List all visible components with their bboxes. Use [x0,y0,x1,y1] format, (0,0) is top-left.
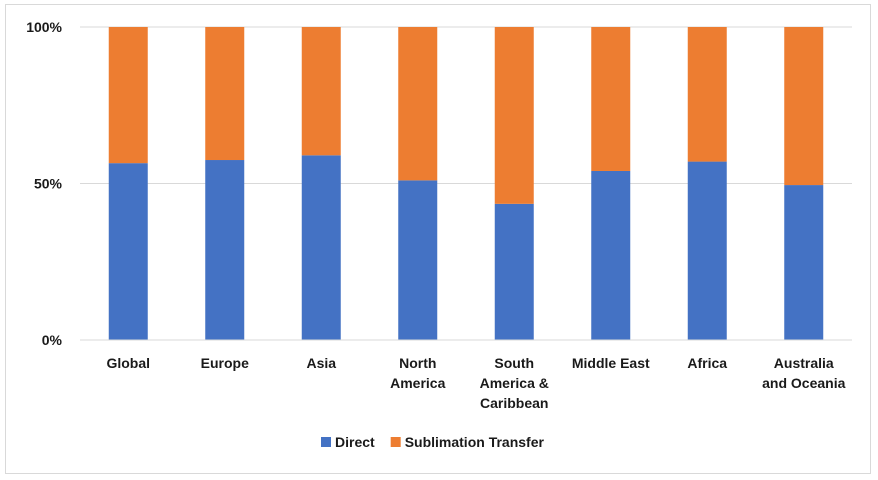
bar-direct [108,163,148,340]
bar-sublimation-transfer [205,27,245,161]
x-tick-label-line: Australia [774,355,834,371]
y-tick-label: 0% [42,332,63,348]
y-tick-label: 50% [34,176,63,192]
bar-direct [205,160,245,340]
bar-sublimation-transfer [494,27,534,204]
x-tick-label: Asia [306,355,336,371]
bar-sublimation-transfer [784,27,824,186]
y-tick-label: 100% [26,19,62,35]
bar-sublimation-transfer [301,27,341,156]
bar-direct [687,161,727,340]
legend-swatch-direct [321,437,331,447]
x-tick-label: Australia and Oceania [762,355,845,391]
x-tick-label-line: Global [106,355,150,371]
legend-label-sublimation-transfer: Sublimation Transfer [405,434,545,450]
x-tick-label-line: Europe [201,355,249,371]
bar-sublimation-transfer [398,27,438,181]
bar-direct [784,185,824,340]
bar-sublimation-transfer [591,27,631,171]
x-tick-label: North America [390,355,445,391]
x-tick-label-line: Africa [687,355,727,371]
bar-direct [301,155,341,340]
x-tick-label-line: South [494,355,534,371]
x-tick-label: Global [106,355,150,371]
bar-direct [591,170,631,340]
x-tick-label-line: North [399,355,436,371]
bar-sublimation-transfer [687,27,727,162]
x-tick-label-line: Middle East [572,355,650,371]
x-tick-label-line: Asia [306,355,336,371]
x-tick-label: Europe [201,355,249,371]
x-tick-label-line: America [390,375,445,391]
x-tick-label: Middle East [572,355,650,371]
x-tick-label-line: Caribbean [480,395,548,411]
bar-sublimation-transfer [108,27,148,164]
x-tick-label-line: America & [480,375,549,391]
legend-swatch-sublimation-transfer [390,437,401,447]
x-tick-label-line: and Oceania [762,375,845,391]
x-tick-label: South America & Caribbean [480,355,549,411]
x-tick-label: Africa [687,355,727,371]
bar-direct [398,180,438,340]
bar-direct [494,203,534,340]
legend-label-direct: Direct [335,434,375,450]
